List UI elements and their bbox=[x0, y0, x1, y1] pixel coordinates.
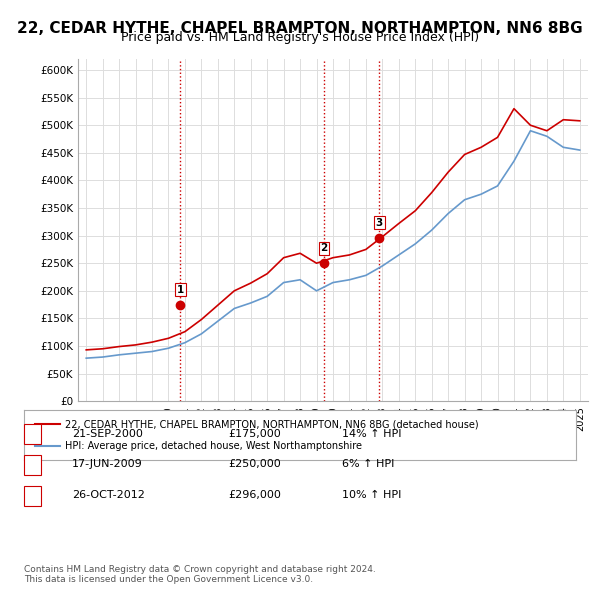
Text: 10% ↑ HPI: 10% ↑ HPI bbox=[342, 490, 401, 500]
Text: £296,000: £296,000 bbox=[228, 490, 281, 500]
Text: 6% ↑ HPI: 6% ↑ HPI bbox=[342, 460, 394, 469]
Text: £175,000: £175,000 bbox=[228, 429, 281, 438]
Text: 1: 1 bbox=[29, 429, 36, 438]
Text: Contains HM Land Registry data © Crown copyright and database right 2024.
This d: Contains HM Land Registry data © Crown c… bbox=[24, 565, 376, 584]
Text: HPI: Average price, detached house, West Northamptonshire: HPI: Average price, detached house, West… bbox=[65, 441, 362, 451]
Text: 3: 3 bbox=[29, 490, 36, 500]
Text: 2: 2 bbox=[320, 243, 328, 253]
Text: 26-OCT-2012: 26-OCT-2012 bbox=[72, 490, 145, 500]
Text: 17-JUN-2009: 17-JUN-2009 bbox=[72, 460, 143, 469]
Text: 14% ↑ HPI: 14% ↑ HPI bbox=[342, 429, 401, 438]
Text: 21-SEP-2000: 21-SEP-2000 bbox=[72, 429, 143, 438]
Text: 1: 1 bbox=[177, 285, 184, 294]
Text: 22, CEDAR HYTHE, CHAPEL BRAMPTON, NORTHAMPTON, NN6 8BG: 22, CEDAR HYTHE, CHAPEL BRAMPTON, NORTHA… bbox=[17, 21, 583, 35]
Text: 2: 2 bbox=[29, 460, 36, 469]
Text: 3: 3 bbox=[376, 218, 383, 228]
Text: Price paid vs. HM Land Registry's House Price Index (HPI): Price paid vs. HM Land Registry's House … bbox=[121, 31, 479, 44]
Text: £250,000: £250,000 bbox=[228, 460, 281, 469]
Text: 22, CEDAR HYTHE, CHAPEL BRAMPTON, NORTHAMPTON, NN6 8BG (detached house): 22, CEDAR HYTHE, CHAPEL BRAMPTON, NORTHA… bbox=[65, 419, 479, 429]
